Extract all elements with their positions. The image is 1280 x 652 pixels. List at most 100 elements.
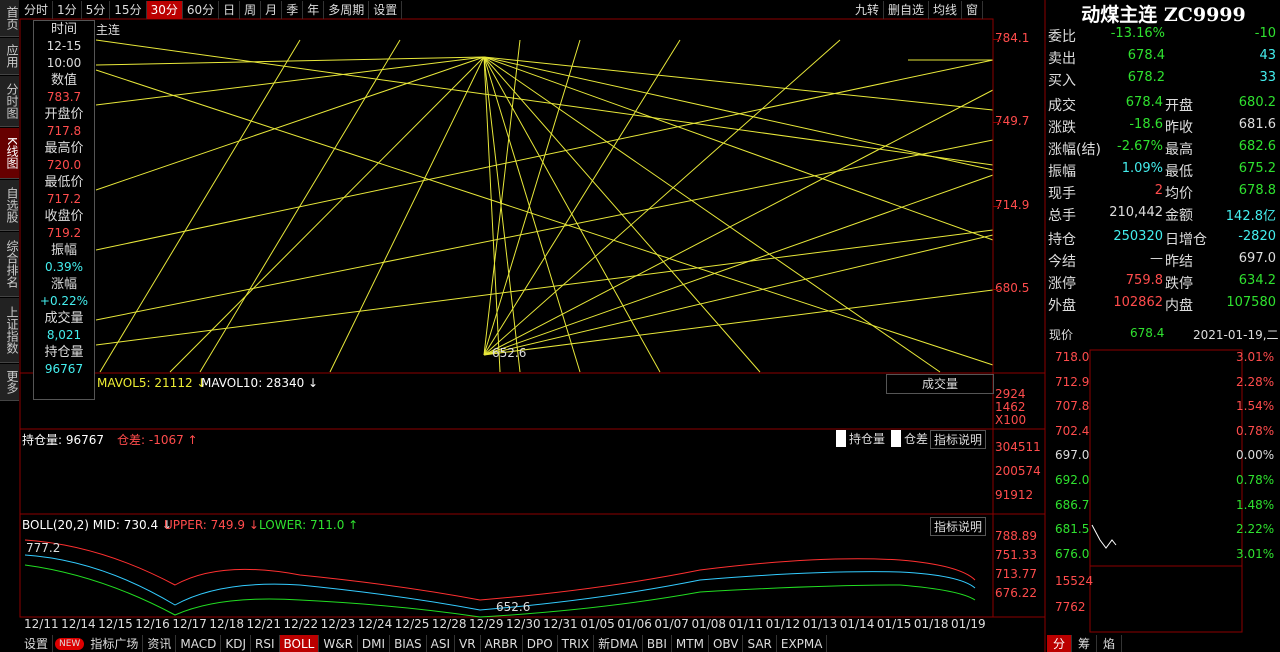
indicator-select[interactable]: 成交量	[886, 374, 994, 394]
period-tab[interactable]: 设置	[369, 0, 403, 19]
period-tab[interactable]: 5分	[82, 0, 111, 19]
tool-tab[interactable]: 均线	[929, 0, 963, 19]
quote-value: 2	[1154, 183, 1163, 198]
tool-tab[interactable]: 窗	[962, 0, 984, 19]
indicator-tab[interactable]: ASI	[427, 634, 456, 652]
sidebar-tab[interactable]: 自选股	[0, 180, 19, 231]
period-tab[interactable]: 1分	[53, 0, 82, 19]
info-label: 收盘价	[44, 209, 84, 224]
indicator-tab[interactable]: ARBR	[481, 634, 523, 652]
sidebar-tab[interactable]: 上证指数	[0, 298, 19, 363]
info-value: 8,021	[46, 328, 82, 342]
mini-tab[interactable]: 筹	[1072, 634, 1098, 652]
boll-low-label: 652.6	[496, 600, 531, 614]
quote-label: 总手	[1048, 208, 1076, 224]
indicator-tab[interactable]: DMI	[358, 634, 391, 652]
period-tab[interactable]: 日	[219, 0, 241, 19]
axis-label: 788.89	[995, 529, 1037, 543]
quote-label: 现手	[1048, 186, 1076, 202]
mini-axis-label: 0.78%	[1236, 423, 1275, 438]
period-tabs: 分时 1分 5分 15分 30分 60分日周月季年多周期 设置	[20, 0, 403, 19]
boll-upper: UPPER: 749.9 ↓	[164, 518, 259, 532]
indicator-tab[interactable]: RSI	[251, 634, 280, 652]
mini-tab[interactable]: 分	[1047, 634, 1073, 652]
mini-axis-label: 0.78%	[1236, 473, 1275, 487]
indicator-tab[interactable]: MTM	[672, 634, 709, 652]
indicator-tab[interactable]: TRIX	[558, 634, 595, 652]
grid-line	[993, 288, 1001, 290]
boll-bands	[24, 539, 976, 618]
date-label: 01/14	[839, 617, 875, 631]
info-label: 成交量	[44, 311, 84, 326]
date-label: 12/28	[431, 617, 467, 631]
help-button[interactable]: 指标说明	[930, 430, 987, 449]
indicator-tab[interactable]: 新DMA	[594, 634, 643, 652]
indicator-tab[interactable]: KDJ	[221, 634, 252, 652]
date-label: 12/25	[394, 617, 430, 631]
checkbox[interactable]: 持仓量	[836, 430, 885, 447]
period-tab[interactable]: 30分	[146, 0, 183, 19]
period-tab[interactable]: 多周期	[324, 0, 370, 19]
indicator-tab[interactable]: DPO	[523, 634, 558, 652]
sidebar-tab[interactable]: 应用	[0, 38, 19, 75]
mini-axis-label: 2.22%	[1236, 522, 1275, 537]
quote-value: -2.67%	[1117, 139, 1163, 154]
indicator-tab[interactable]: BOLL	[279, 634, 320, 652]
indicator-tab[interactable]: W&R	[319, 634, 358, 652]
period-tab[interactable]: 周	[240, 0, 262, 19]
indicator-tab[interactable]: VR	[455, 634, 481, 652]
quote-label: 外盘	[1048, 298, 1076, 314]
axis-label: X100	[995, 413, 1027, 427]
indicator-tab[interactable]: OBV	[709, 634, 744, 652]
quote-value: 697.0	[1238, 251, 1276, 266]
mini-axis-label: 718.0	[1055, 350, 1090, 364]
indicator-tab[interactable]: NEW	[55, 637, 85, 650]
mini-tab[interactable]: 焰	[1097, 634, 1123, 652]
date-label: 01/08	[691, 617, 727, 631]
period-tab[interactable]: 季	[282, 0, 304, 19]
sidebar-tab[interactable]: 首页	[0, 0, 19, 37]
indicator-tab[interactable]: BIAS	[390, 634, 427, 652]
tool-tab[interactable]: 删自选	[884, 0, 930, 19]
quote-value: 210,442	[1109, 205, 1163, 220]
sidebar-tab[interactable]: 综合排名	[0, 232, 19, 297]
indicator-tab[interactable]: 设置	[20, 634, 54, 652]
quote-label: 昨结	[1165, 254, 1193, 270]
indicator-tab[interactable]: EXPMA	[777, 634, 828, 652]
mini-axis-label: 692.0	[1055, 473, 1090, 487]
date-label: 12/23	[320, 617, 356, 631]
period-tab[interactable]: 年	[303, 0, 325, 19]
quote-label: 委比	[1048, 29, 1076, 45]
indicator-tab[interactable]: BBI	[643, 634, 672, 652]
sidebar-tab[interactable]: 更多	[0, 364, 19, 401]
period-tab[interactable]: 15分	[110, 0, 147, 19]
info-value: 10:00	[46, 56, 82, 70]
tool-tab[interactable]: 九转	[851, 0, 885, 19]
quote-value: 681.6	[1238, 117, 1276, 132]
quote-value: 1.09%	[1121, 161, 1163, 176]
low-label: 652.6	[492, 346, 527, 360]
indicator-tab[interactable]: MACD	[176, 634, 222, 652]
date-label: 01/06	[617, 617, 652, 631]
axis-label: 304511	[995, 440, 1041, 454]
period-tab[interactable]: 60分	[183, 0, 220, 19]
info-label: 振幅	[50, 243, 77, 258]
period-tab[interactable]: 分时	[20, 0, 54, 19]
help-button[interactable]: 指标说明	[930, 517, 987, 536]
axis-label: 200574	[995, 464, 1041, 478]
info-label: 时间	[50, 22, 77, 37]
quote-label: 最低	[1165, 164, 1193, 180]
quote-value: 680.2	[1238, 95, 1276, 110]
quote-label: 最高	[1165, 142, 1193, 158]
sidebar-tab[interactable]: K线图	[0, 128, 19, 179]
sidebar-tab[interactable]: 分时图	[0, 76, 19, 127]
checkbox[interactable]: 仓差	[891, 430, 928, 447]
period-tab[interactable]: 月	[261, 0, 283, 19]
quote-value: 250320	[1113, 229, 1163, 244]
quote-label: 开盘	[1165, 98, 1193, 114]
indicator-tab[interactable]: 资讯	[143, 634, 177, 652]
quote-value: 678.4	[1125, 95, 1163, 110]
indicator-tab[interactable]: SAR	[743, 634, 777, 652]
quote-value: 678.4	[1127, 48, 1165, 63]
indicator-tab[interactable]: 指标广场	[86, 634, 144, 652]
